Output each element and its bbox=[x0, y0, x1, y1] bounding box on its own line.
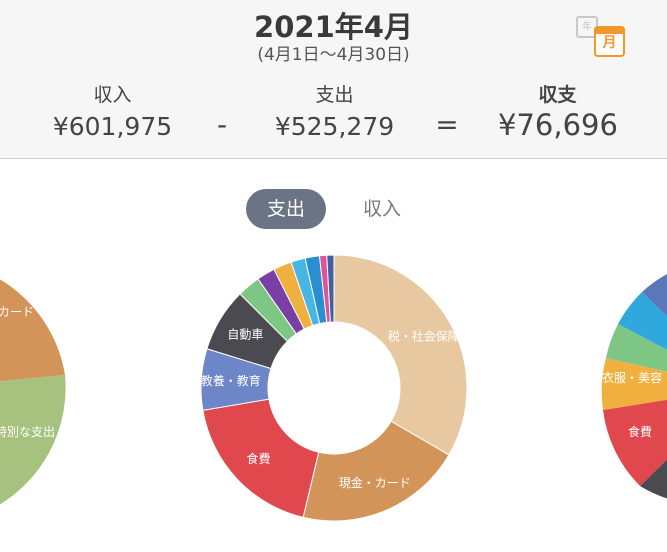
left-chart-label-special: 特別な支出 bbox=[0, 424, 55, 439]
donut-slice-11[interactable] bbox=[326, 254, 335, 323]
donut-slice-2[interactable] bbox=[202, 398, 320, 518]
right-chart-label-food: 食費 bbox=[628, 424, 652, 439]
income-label: 収入 bbox=[93, 84, 132, 106]
left-slice-special bbox=[0, 375, 66, 505]
month-title[interactable]: 2021年4月 bbox=[254, 10, 413, 44]
left-slice-cash-card bbox=[0, 279, 65, 382]
right-slice-green bbox=[606, 324, 667, 372]
minus-sign: - bbox=[216, 108, 228, 141]
tab-income[interactable]: 収入 bbox=[362, 198, 401, 220]
month-range: (4月1日〜4月30日) bbox=[257, 45, 410, 65]
right-slice-cyan bbox=[618, 292, 667, 350]
right-partial-chart[interactable]: 衣服・美容 食費 bbox=[601, 270, 667, 500]
month-calendar-icon[interactable]: 月 bbox=[594, 26, 625, 57]
calendar-view-toggle[interactable]: 年 月 bbox=[572, 12, 628, 60]
equals-sign: = bbox=[435, 108, 459, 141]
expense-label: 支出 bbox=[315, 84, 354, 106]
expense-value: ¥525,279 bbox=[274, 112, 395, 141]
left-chart-label-card: カード bbox=[0, 305, 34, 319]
right-slice-clothes bbox=[601, 358, 667, 410]
right-chart-label-clothes: 衣服・美容 bbox=[602, 370, 662, 385]
right-slice-black bbox=[640, 459, 667, 499]
donut-label-1: 現金・カード bbox=[339, 475, 411, 490]
summary-header: 2021年4月 (4月1日〜4月30日) 年 月 収入 ¥601,975 - 支… bbox=[0, 0, 667, 159]
donut-label-3: 教養・教育 bbox=[201, 373, 261, 388]
income-value: ¥601,975 bbox=[52, 112, 173, 141]
balance-label: 収支 bbox=[538, 84, 577, 106]
right-slice-food bbox=[603, 399, 667, 486]
donut-label-0: 税・社会保障 bbox=[388, 328, 460, 343]
right-slice-blue bbox=[642, 274, 667, 317]
donut-slice-0[interactable] bbox=[333, 254, 468, 456]
left-partial-chart[interactable]: カード 特別な支出 bbox=[0, 260, 66, 518]
tab-expense[interactable]: 支出 bbox=[246, 189, 326, 229]
donut-label-4: 自動車 bbox=[227, 328, 263, 342]
donut-label-2: 食費 bbox=[246, 451, 270, 466]
donut-slice-1[interactable] bbox=[302, 420, 450, 522]
balance-value: ¥76,696 bbox=[498, 108, 618, 142]
